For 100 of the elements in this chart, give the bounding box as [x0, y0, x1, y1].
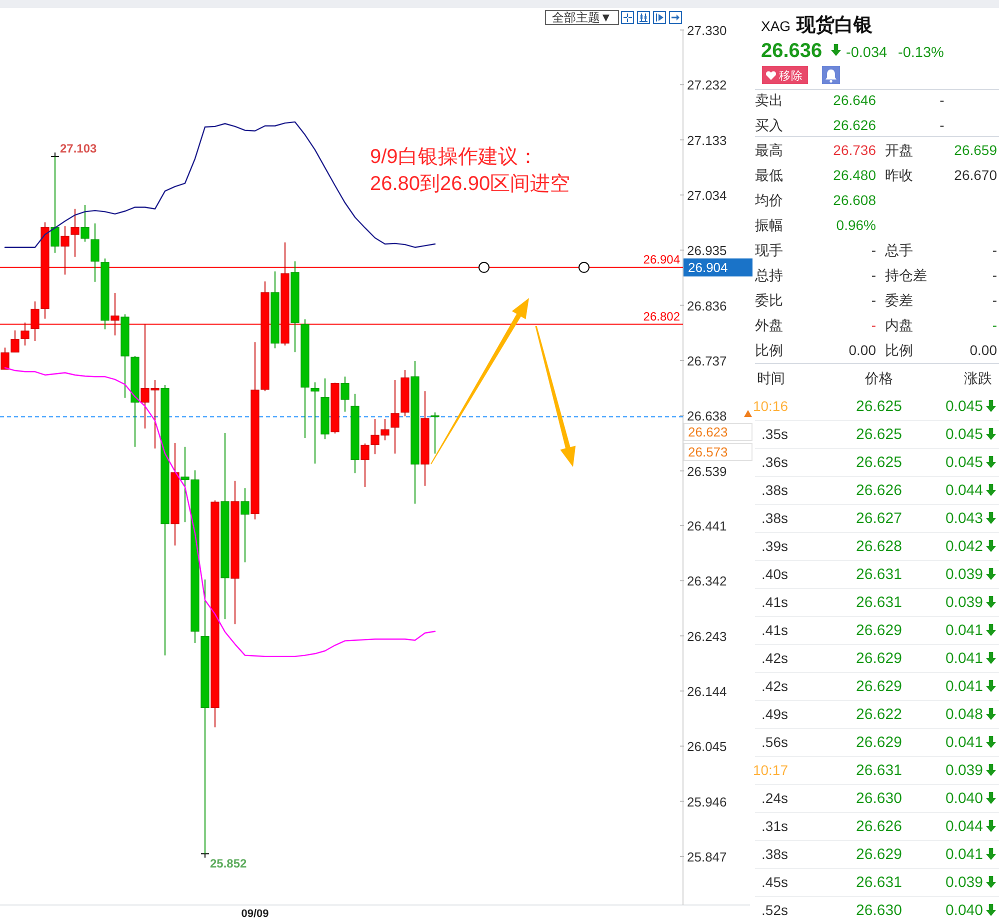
y-tick-label: 26.045 — [687, 739, 727, 754]
text: 26.659 — [954, 142, 997, 158]
data-label: 26.631 — [856, 762, 902, 779]
annotation: 25.852 — [210, 856, 248, 871]
y-tick-label: 26.836 — [687, 298, 727, 314]
ref-line-label: 26.904 — [643, 252, 680, 266]
text: 时间 — [757, 370, 785, 386]
ref-line-label: 26.802 — [643, 309, 680, 324]
category-label: .45s — [762, 874, 788, 890]
category-label: .24s — [762, 790, 788, 806]
data-label: 0.039 — [945, 566, 983, 583]
category-label: 委差 — [885, 292, 913, 308]
text: 26.736 — [833, 142, 876, 158]
category-label: .36s — [762, 454, 788, 470]
candlestick — [340, 376, 350, 412]
category-label: .52s — [762, 902, 788, 918]
data-label: 0.039 — [945, 762, 983, 779]
text: - — [992, 292, 997, 308]
data-label: 26.626 — [856, 482, 902, 499]
category-label: .40s — [762, 566, 788, 582]
data-label: 0.039 — [945, 874, 983, 891]
data-label: 0.044 — [945, 818, 983, 835]
y-tick-label: 26.935 — [687, 243, 727, 258]
text: 26.623 — [688, 424, 728, 440]
data-label: 0.040 — [945, 902, 983, 919]
data-label: 26.629 — [856, 622, 902, 639]
y-tick-label: 25.847 — [687, 850, 727, 865]
category-label: .42s — [762, 650, 788, 666]
y-tick-label: 26.441 — [687, 518, 727, 534]
category-label: 卖出 — [755, 92, 783, 108]
category-label: 总手 — [884, 242, 913, 258]
data-label: 26.630 — [856, 790, 902, 807]
data-label: 26.626 — [856, 818, 902, 835]
category-label: 持仓差 — [885, 267, 927, 283]
data-label: 26.631 — [856, 594, 902, 611]
text: 26.636 -0.034 -0.13% — [761, 40, 944, 62]
candlestick — [10, 330, 20, 353]
category-label: 昨收 — [885, 167, 913, 183]
category-label: 均价 — [754, 192, 783, 208]
text: - — [871, 242, 876, 258]
y-tick-label: 26.638 — [687, 408, 727, 424]
text: 26.670 — [954, 167, 997, 183]
text: - — [940, 117, 944, 133]
candlestick — [70, 208, 80, 258]
y-tick-label: 26.144 — [687, 684, 727, 699]
category-label: .42s — [762, 678, 788, 694]
text: - — [871, 267, 876, 283]
category-label: 开盘 — [885, 142, 913, 158]
category-label: 买入 — [755, 117, 783, 133]
data-label: 0.040 — [945, 790, 983, 807]
text: - — [871, 317, 876, 333]
text: 26.608 — [833, 192, 876, 208]
candlestick — [310, 382, 320, 464]
category-label: .31s — [762, 818, 788, 834]
category-label: 现手 — [755, 242, 783, 258]
y-tick-label: 26.737 — [687, 353, 727, 368]
text: - — [940, 92, 944, 108]
category-label: 委比 — [755, 292, 783, 308]
category-label: .41s — [762, 594, 788, 610]
category-label: .38s — [762, 510, 788, 526]
text: - — [992, 242, 997, 258]
text: 26.904 — [688, 260, 728, 275]
candlestick — [80, 204, 90, 242]
text: 移除 — [779, 70, 803, 82]
candlestick — [240, 488, 250, 563]
category-label: 最低 — [755, 167, 783, 183]
data-label: 26.627 — [856, 510, 902, 527]
data-label: 0.045 — [945, 454, 983, 471]
category-label: .41s — [762, 622, 788, 638]
y-tick-label: 27.330 — [687, 23, 727, 38]
candlestick — [0, 347, 10, 370]
data-label: 0.041 — [945, 846, 983, 863]
data-label: 0.045 — [945, 398, 983, 415]
category-label: 外盘 — [755, 317, 783, 333]
category-label: 总持 — [754, 267, 783, 283]
category-label: .35s — [762, 426, 788, 442]
category-label: 最高 — [755, 142, 783, 158]
data-label: 26.629 — [856, 846, 902, 863]
category-label: .39s — [762, 538, 788, 554]
category-label: 比例 — [755, 342, 783, 358]
text: 涨跌 — [964, 370, 992, 386]
x-tick-label: 09/09 — [241, 908, 269, 920]
category-label: 振幅 — [755, 217, 783, 233]
y-tick-label: 26.243 — [687, 628, 727, 644]
text: 26.626 — [833, 117, 876, 133]
text: - — [871, 292, 876, 308]
y-tick-label: 26.342 — [687, 574, 727, 589]
text: 26.646 — [833, 92, 876, 108]
y-tick-label: 25.946 — [687, 794, 727, 810]
data-label: 0.039 — [945, 594, 983, 611]
category-label: .49s — [762, 706, 788, 722]
text: 0.00 — [848, 342, 876, 358]
category-label: 10:16 — [752, 398, 788, 414]
category-label: 比例 — [885, 342, 913, 358]
data-label: 26.631 — [856, 874, 902, 891]
data-label: 0.044 — [945, 482, 983, 499]
category-label: 10:17 — [752, 762, 788, 778]
data-label: 0.045 — [945, 426, 983, 443]
text: XAG 现货白银 — [761, 14, 874, 36]
data-label: 26.630 — [856, 902, 902, 919]
